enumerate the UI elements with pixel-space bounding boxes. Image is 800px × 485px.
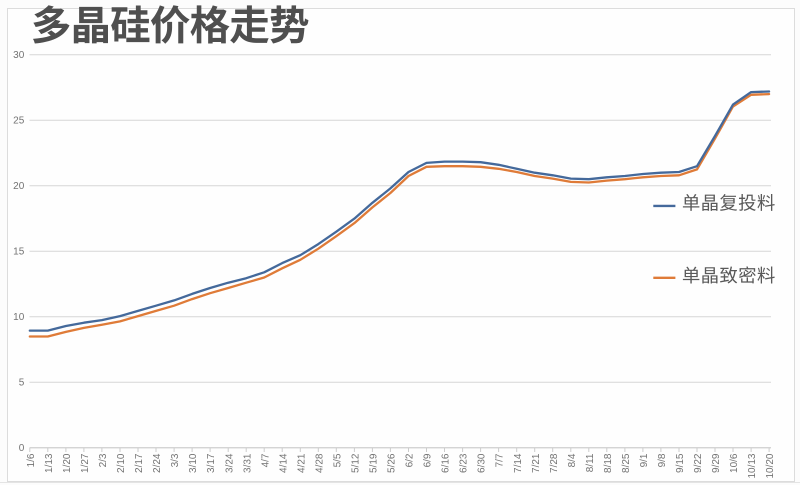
svg-text:3/31: 3/31	[242, 453, 253, 473]
svg-text:0: 0	[19, 443, 25, 454]
svg-text:10: 10	[13, 312, 25, 323]
svg-text:7/14: 7/14	[513, 453, 524, 473]
svg-text:1/6: 1/6	[26, 453, 37, 467]
svg-text:30: 30	[13, 50, 25, 61]
svg-text:7/28: 7/28	[549, 453, 560, 473]
svg-text:7/7: 7/7	[495, 453, 506, 467]
svg-text:5/19: 5/19	[369, 453, 380, 473]
svg-text:20: 20	[13, 181, 25, 192]
svg-text:8/18: 8/18	[603, 453, 614, 473]
svg-text:5/5: 5/5	[332, 453, 343, 467]
svg-text:4/7: 4/7	[260, 453, 271, 467]
svg-text:9/15: 9/15	[675, 453, 686, 473]
svg-text:4/21: 4/21	[296, 453, 307, 473]
svg-text:10/13: 10/13	[747, 453, 758, 478]
svg-text:2/24: 2/24	[152, 453, 163, 473]
svg-text:6/16: 6/16	[441, 453, 452, 473]
svg-text:3/3: 3/3	[170, 453, 181, 467]
svg-text:5/12: 5/12	[351, 453, 362, 473]
svg-text:8/4: 8/4	[567, 453, 578, 467]
svg-text:1/20: 1/20	[62, 453, 73, 473]
svg-text:4/28: 4/28	[314, 453, 325, 473]
svg-text:5/26: 5/26	[387, 453, 398, 473]
svg-text:6/2: 6/2	[405, 453, 416, 467]
svg-text:10/20: 10/20	[765, 453, 776, 478]
svg-text:6/9: 6/9	[423, 453, 434, 467]
svg-text:7/21: 7/21	[531, 453, 542, 473]
svg-text:9/8: 9/8	[657, 453, 668, 467]
svg-text:3/10: 3/10	[188, 453, 199, 473]
svg-text:9/22: 9/22	[693, 453, 704, 473]
svg-text:3/24: 3/24	[224, 453, 235, 473]
svg-text:9/29: 9/29	[711, 453, 722, 473]
svg-text:1/27: 1/27	[80, 453, 91, 473]
svg-text:2/3: 2/3	[98, 453, 109, 467]
svg-text:10/6: 10/6	[729, 453, 740, 473]
svg-text:3/17: 3/17	[206, 453, 217, 473]
svg-text:9/1: 9/1	[639, 453, 650, 467]
svg-text:6/23: 6/23	[459, 453, 470, 473]
svg-text:25: 25	[13, 116, 25, 127]
svg-text:6/30: 6/30	[477, 453, 488, 473]
svg-text:2/17: 2/17	[134, 453, 145, 473]
svg-text:1/13: 1/13	[44, 453, 55, 473]
svg-text:8/11: 8/11	[585, 453, 596, 472]
svg-text:15: 15	[13, 247, 25, 258]
svg-text:2/10: 2/10	[116, 453, 127, 473]
svg-text:5: 5	[19, 378, 25, 389]
svg-text:8/25: 8/25	[621, 453, 632, 473]
svg-text:4/14: 4/14	[278, 453, 289, 473]
